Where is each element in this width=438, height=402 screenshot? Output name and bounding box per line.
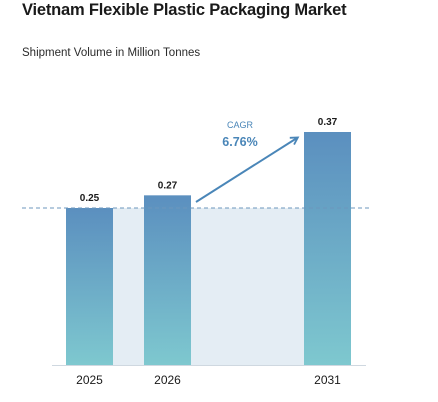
reference-band (66, 208, 351, 365)
chart-title: Vietnam Flexible Plastic Packaging Marke… (22, 1, 347, 19)
x-tick-2026: 2026 (154, 373, 181, 387)
x-tick-2031: 2031 (314, 373, 341, 387)
value-label-2026: 0.27 (158, 180, 178, 191)
cagr-label: CAGR (227, 120, 254, 130)
bar-2031 (304, 132, 351, 365)
bar-2025 (66, 208, 113, 365)
value-label-2025: 0.25 (80, 193, 100, 204)
cagr-value: 6.76% (222, 135, 257, 149)
bar-2026 (144, 195, 191, 365)
cagr-arrow (195, 136, 300, 203)
chart-subtitle: Shipment Volume in Million Tonnes (22, 47, 201, 59)
x-tick-2025: 2025 (76, 373, 103, 387)
value-label-2031: 0.37 (318, 117, 338, 128)
